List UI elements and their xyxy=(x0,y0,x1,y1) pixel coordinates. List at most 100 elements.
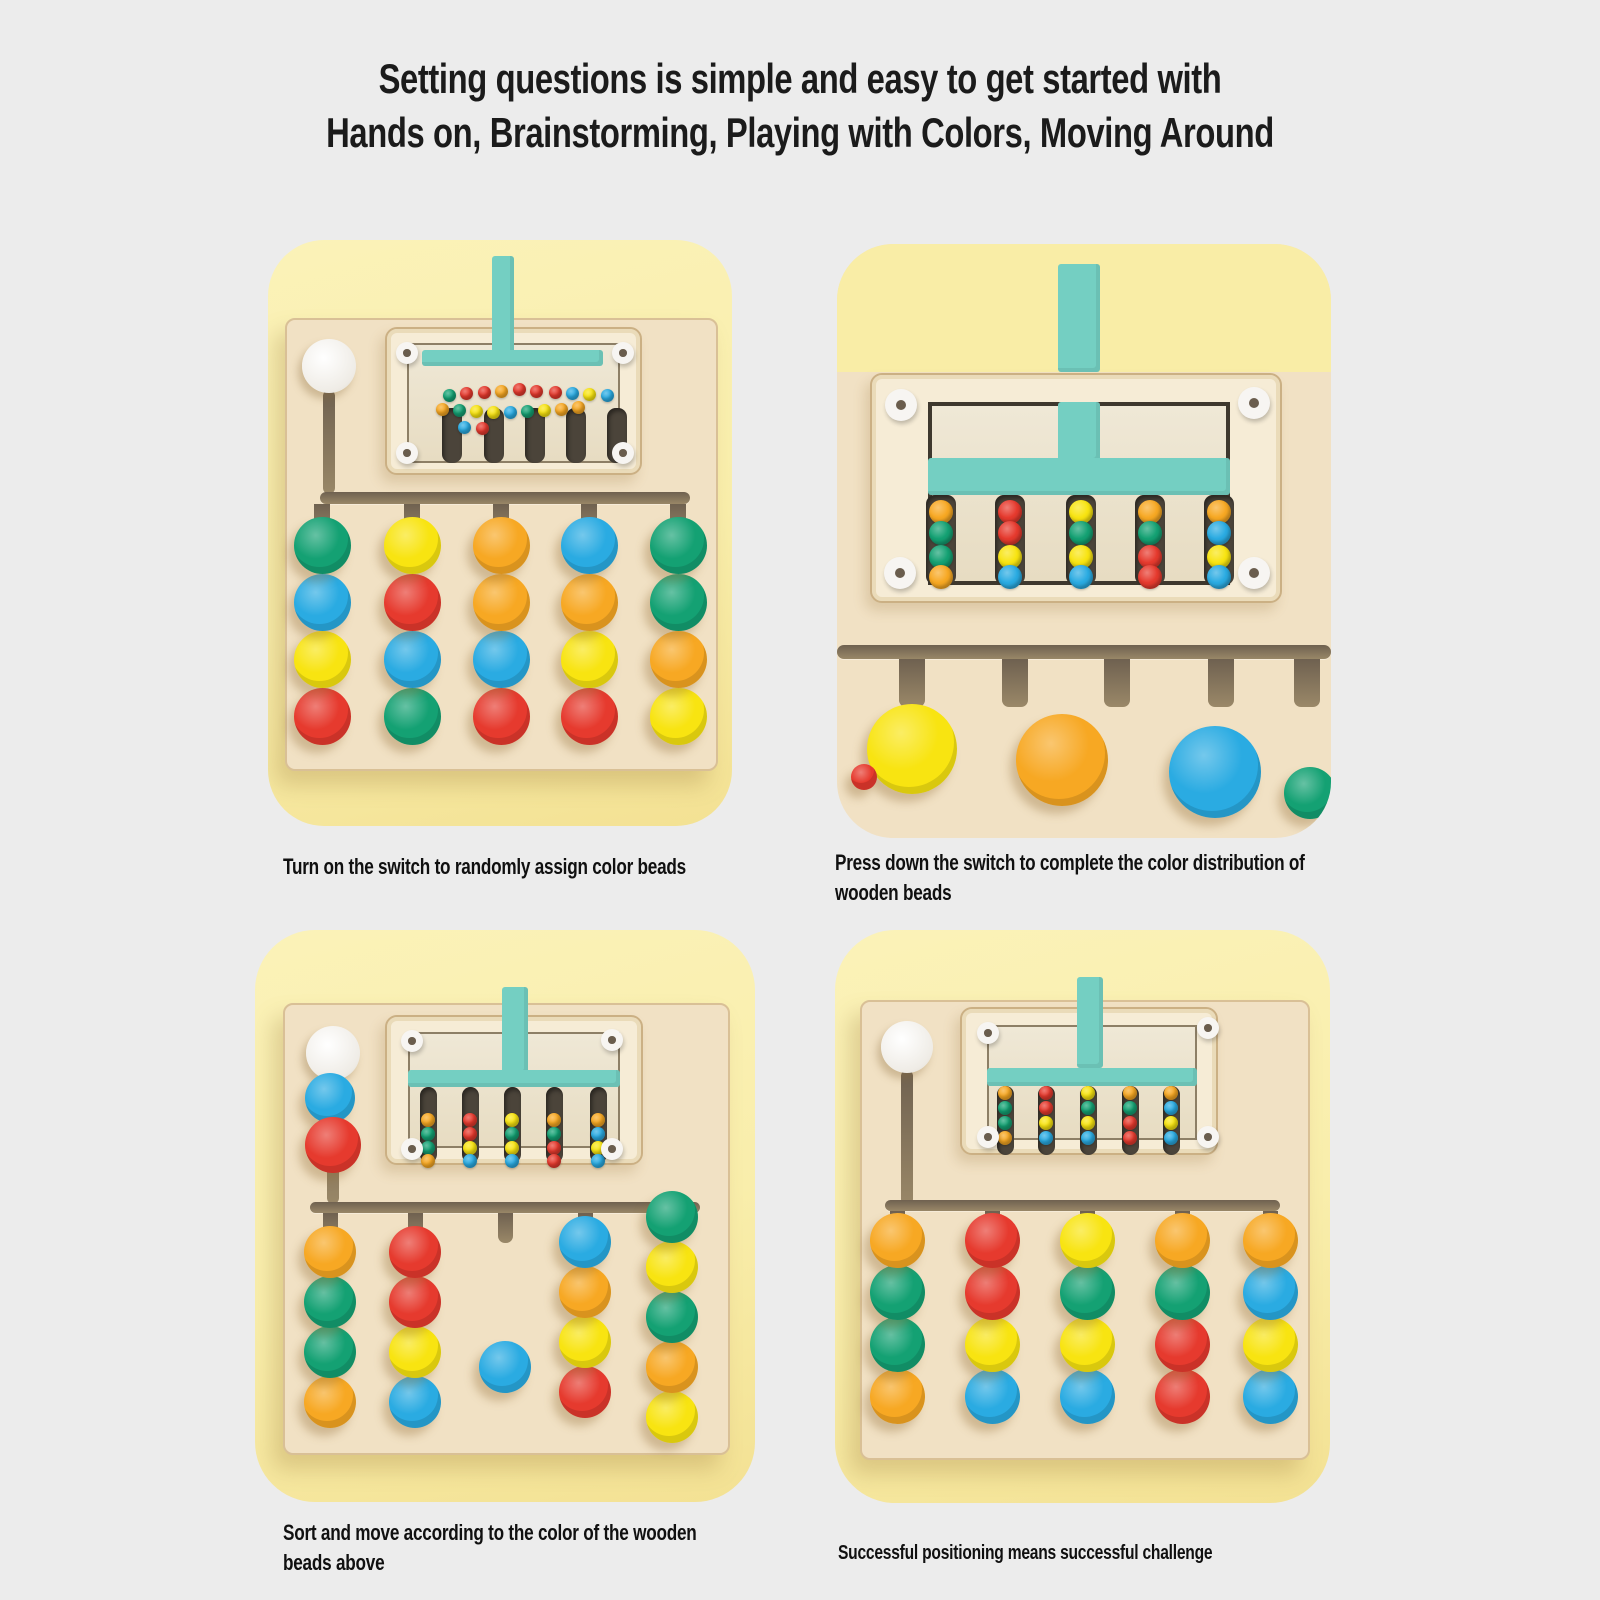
screw xyxy=(1197,1017,1219,1039)
wooden-disc xyxy=(869,1212,925,1268)
color-bead xyxy=(435,402,449,416)
wooden-disc xyxy=(1059,1368,1115,1424)
wooden-disc xyxy=(472,687,530,745)
color-bead xyxy=(1207,521,1231,545)
color-bead xyxy=(505,1154,519,1168)
caption-line: Sort and move according to the color of … xyxy=(283,1520,697,1545)
color-bead xyxy=(1039,1131,1053,1145)
color-bead xyxy=(469,404,483,418)
track-slot xyxy=(899,659,925,707)
color-bead xyxy=(591,1154,605,1168)
color-bead xyxy=(1123,1086,1137,1100)
wooden-disc xyxy=(560,573,618,631)
wooden-disc xyxy=(560,687,618,745)
color-bead xyxy=(929,500,953,524)
color-bead xyxy=(505,1141,519,1155)
track-slot xyxy=(1104,659,1130,707)
screw-hole xyxy=(895,399,907,411)
screw xyxy=(977,1022,999,1044)
color-bead xyxy=(463,1154,477,1168)
wooden-disc xyxy=(479,1341,531,1393)
screw-hole xyxy=(1204,1133,1212,1141)
title-line-1: Setting questions is simple and easy to … xyxy=(378,55,1222,102)
color-bead xyxy=(463,1113,477,1127)
screw xyxy=(885,389,917,421)
track-slot xyxy=(1294,659,1320,707)
page-title: Setting questions is simple and easy to … xyxy=(176,52,1424,160)
wooden-disc xyxy=(293,516,351,574)
color-bead xyxy=(547,1154,561,1168)
color-bead xyxy=(458,420,471,434)
step-photo-2 xyxy=(837,244,1331,838)
wooden-disc xyxy=(964,1212,1020,1268)
screw-hole xyxy=(403,449,411,457)
color-bead xyxy=(591,1127,605,1141)
color-bead xyxy=(460,386,474,400)
caption-step-3: Sort and move according to the color of … xyxy=(283,1518,697,1578)
screw-hole xyxy=(608,1145,616,1153)
wooden-disc xyxy=(559,1266,611,1318)
wooden-disc xyxy=(1242,1316,1298,1372)
caption-step-4: Successful positioning means successful … xyxy=(838,1538,1213,1568)
color-bead xyxy=(486,406,500,420)
color-bead xyxy=(998,521,1022,545)
wooden-disc xyxy=(1154,1368,1210,1424)
color-bead xyxy=(537,403,551,417)
wooden-disc xyxy=(304,1326,356,1378)
slider-knob xyxy=(881,1021,933,1073)
color-bead xyxy=(1207,565,1231,589)
color-bead xyxy=(548,385,562,399)
screw xyxy=(612,442,634,464)
wooden-disc xyxy=(1242,1368,1298,1424)
color-bead xyxy=(554,402,568,416)
wooden-disc xyxy=(646,1391,698,1443)
wooden-disc xyxy=(383,573,441,631)
wooden-disc xyxy=(649,573,707,631)
wooden-disc xyxy=(646,1341,698,1393)
color-bead xyxy=(495,384,509,398)
color-bead xyxy=(1081,1131,1095,1145)
caption-line: Successful positioning means successful … xyxy=(838,1542,1213,1564)
step-photo-4 xyxy=(835,930,1330,1503)
switch-handle xyxy=(492,256,514,360)
wooden-disc xyxy=(1154,1212,1210,1268)
wooden-disc xyxy=(867,704,957,794)
color-bead xyxy=(1138,521,1162,545)
color-bead xyxy=(503,406,517,420)
wooden-disc xyxy=(560,516,618,574)
caption-step-1: Turn on the switch to randomly assign co… xyxy=(283,852,686,882)
switch-handle xyxy=(502,987,528,1075)
color-bead xyxy=(591,1113,605,1127)
color-bead xyxy=(1069,565,1093,589)
wooden-disc xyxy=(964,1368,1020,1424)
color-bead xyxy=(1138,565,1162,589)
color-bead xyxy=(1069,521,1093,545)
color-bead xyxy=(443,389,457,403)
color-bead xyxy=(565,386,579,400)
color-bead xyxy=(929,521,953,545)
wooden-disc xyxy=(304,1226,356,1278)
color-bead xyxy=(505,1127,519,1141)
screw xyxy=(401,1030,423,1052)
wooden-disc xyxy=(649,687,707,745)
wooden-disc xyxy=(1242,1264,1298,1320)
screw xyxy=(1238,387,1270,419)
caption-line: beads above xyxy=(283,1550,385,1575)
wooden-disc xyxy=(1154,1264,1210,1320)
comb-slot xyxy=(442,408,462,463)
color-bead xyxy=(1164,1086,1178,1100)
screw-hole xyxy=(408,1037,416,1045)
color-bead xyxy=(600,389,614,403)
wooden-disc xyxy=(472,630,530,688)
screw-hole xyxy=(984,1133,992,1141)
caption-line: wooden beads xyxy=(835,880,952,905)
wooden-disc xyxy=(649,630,707,688)
wooden-disc xyxy=(472,516,530,574)
wooden-disc xyxy=(559,1216,611,1268)
screw xyxy=(612,342,634,364)
wooden-disc xyxy=(304,1376,356,1428)
color-bead xyxy=(452,403,466,417)
wooden-disc xyxy=(305,1117,361,1173)
wooden-disc xyxy=(1284,767,1331,819)
color-bead xyxy=(1069,500,1093,524)
